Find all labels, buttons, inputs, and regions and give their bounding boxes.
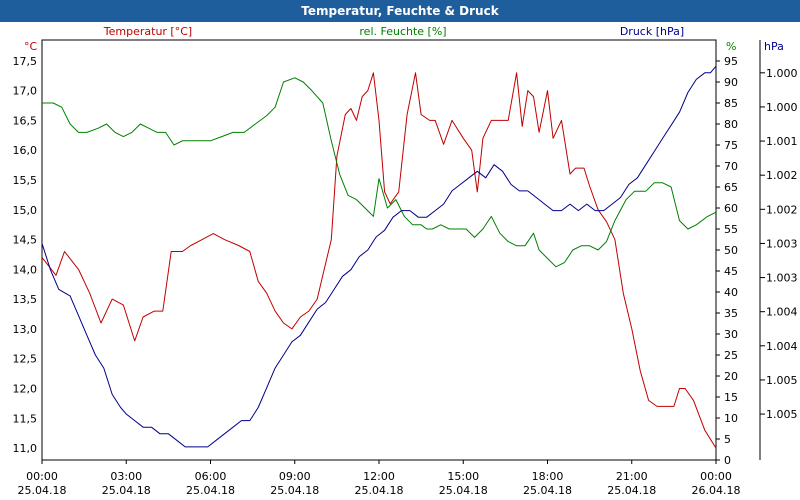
temperature-axis-label: Temperatur [°C] (103, 25, 192, 38)
pressure-tick-label: 1.005 (766, 408, 798, 421)
x-tick-date: 25.04.18 (18, 484, 67, 497)
labels: 00:0025.04.1803:0025.04.1806:0025.04.180… (13, 25, 798, 497)
x-tick-time: 03:00 (110, 470, 142, 483)
humidity-unit: % (726, 40, 736, 53)
plot-frame (41, 39, 717, 461)
humidity-tick-label: 25 (724, 349, 738, 362)
temperature-tick-label: 13,5 (13, 293, 38, 306)
temperature-tick-label: 13,0 (13, 323, 38, 336)
x-tick-time: 00:00 (26, 470, 58, 483)
humidity-tick-label: 10 (724, 412, 738, 425)
humidity-tick-label: 0 (724, 454, 731, 467)
humidity-tick-label: 35 (724, 307, 738, 320)
humidity-axis-label: rel. Feuchte [%] (359, 25, 446, 38)
series-line-pressure (41, 65, 717, 448)
temperature-tick-label: 17,5 (13, 55, 38, 68)
series (41, 65, 717, 449)
x-tick-date: 26.04.18 (692, 484, 741, 497)
temperature-tick-label: 12,5 (13, 353, 38, 366)
temperature-tick-label: 11,0 (13, 442, 38, 455)
x-tick-date: 25.04.18 (355, 484, 404, 497)
pressure-tick-label: 1.002 (766, 203, 798, 216)
x-tick-time: 18:00 (532, 470, 564, 483)
pressure-tick-label: 1.000 (766, 101, 798, 114)
temperature-tick-label: 16,5 (13, 114, 38, 127)
pressure-tick-label: 1.003 (766, 272, 798, 285)
humidity-tick-label: 30 (724, 328, 738, 341)
humidity-tick-label: 20 (724, 370, 738, 383)
humidity-tick-label: 95 (724, 55, 738, 68)
x-tick-time: 09:00 (279, 470, 311, 483)
x-tick-time: 06:00 (195, 470, 227, 483)
x-tick-time: 00:00 (700, 470, 732, 483)
humidity-tick-label: 15 (724, 391, 738, 404)
humidity-tick-label: 65 (724, 181, 738, 194)
humidity-tick-label: 50 (724, 244, 738, 257)
x-tick-time: 15:00 (447, 470, 479, 483)
pressure-tick-label: 1.001 (766, 135, 798, 148)
temperature-tick-label: 11,5 (13, 412, 38, 425)
humidity-tick-label: 5 (724, 433, 731, 446)
pressure-tick-label: 1.002 (766, 169, 798, 182)
pressure-tick-label: 1.004 (766, 340, 798, 353)
pressure-tick-label: 1.005 (766, 374, 798, 387)
pressure-unit: hPa (764, 40, 784, 53)
humidity-tick-label: 55 (724, 223, 738, 236)
x-tick-date: 25.04.18 (523, 484, 572, 497)
temperature-tick-label: 12,0 (13, 383, 38, 396)
x-tick-time: 12:00 (363, 470, 395, 483)
humidity-tick-label: 40 (724, 286, 738, 299)
x-tick-date: 25.04.18 (186, 484, 235, 497)
temperature-tick-label: 15,0 (13, 204, 38, 217)
pressure-tick-label: 1.000 (766, 67, 798, 80)
x-tick-date: 25.04.18 (607, 484, 656, 497)
temperature-unit: °C (24, 40, 38, 53)
temperature-tick-label: 16,0 (13, 144, 38, 157)
pressure-tick-label: 1.004 (766, 306, 798, 319)
pressure-tick-label: 1.003 (766, 237, 798, 250)
x-tick-time: 21:00 (616, 470, 648, 483)
temperature-tick-label: 14,5 (13, 234, 38, 247)
chart-title: Temperatur, Feuchte & Druck (0, 0, 800, 22)
series-line-humidity (42, 77, 717, 268)
temperature-tick-label: 17,0 (13, 85, 38, 98)
x-tick-date: 25.04.18 (270, 484, 319, 497)
x-tick-date: 25.04.18 (102, 484, 151, 497)
humidity-tick-label: 75 (724, 139, 738, 152)
temperature-tick-label: 15,5 (13, 174, 38, 187)
humidity-tick-label: 85 (724, 97, 738, 110)
x-tick-date: 25.04.18 (439, 484, 488, 497)
humidity-tick-label: 60 (724, 202, 738, 215)
humidity-tick-label: 90 (724, 76, 738, 89)
humidity-tick-label: 80 (724, 118, 738, 131)
temperature-tick-label: 14,0 (13, 263, 38, 276)
axes (41, 39, 765, 464)
series-line-temperature (41, 72, 717, 449)
humidity-tick-label: 70 (724, 160, 738, 173)
humidity-tick-label: 45 (724, 265, 738, 278)
pressure-axis-label: Druck [hPa] (620, 25, 684, 38)
